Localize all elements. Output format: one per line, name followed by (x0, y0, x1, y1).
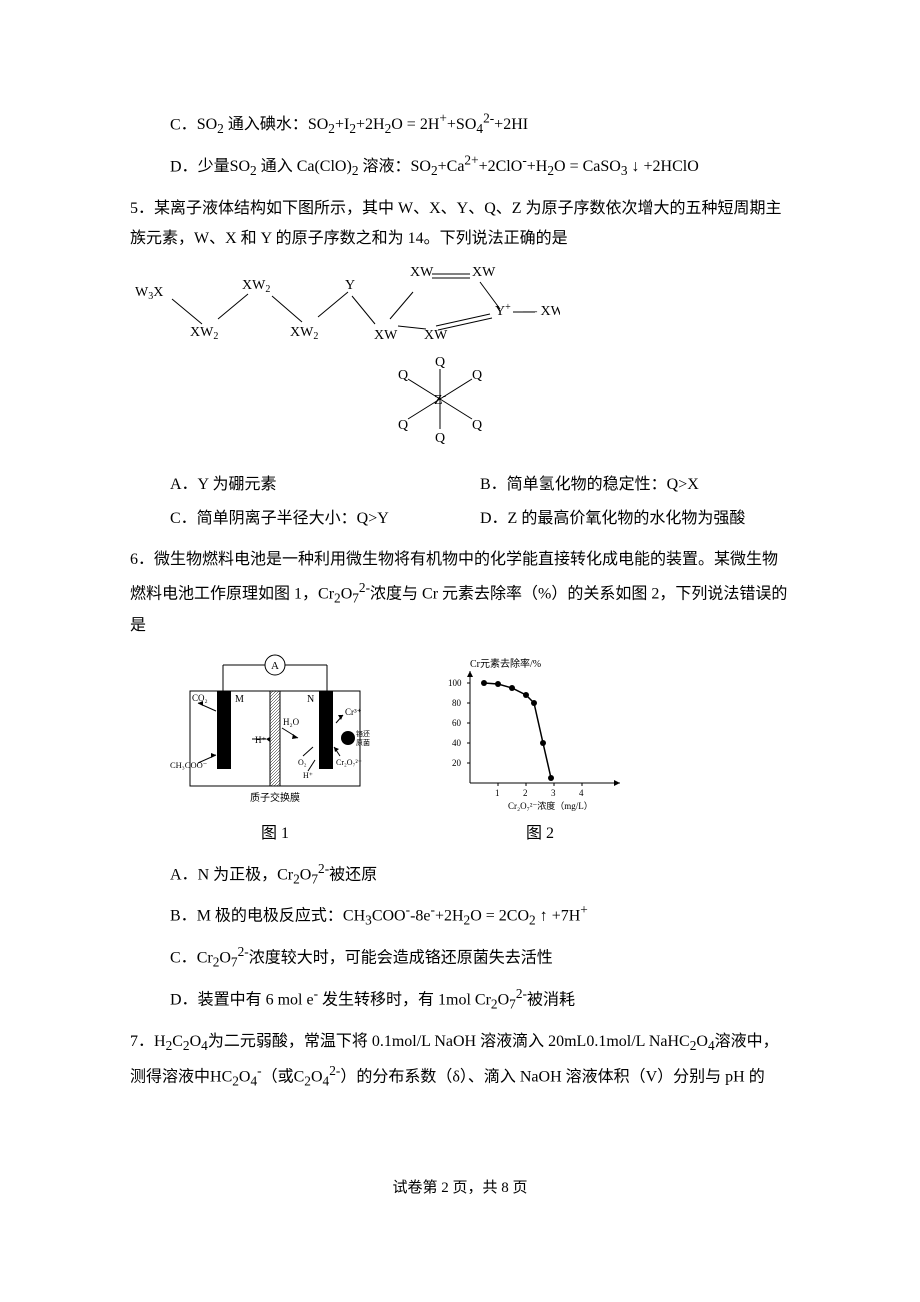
svg-text:2: 2 (523, 788, 528, 798)
label-h2o: H₂O (283, 717, 300, 727)
chart-line (484, 683, 551, 778)
option-label: D． (170, 158, 198, 175)
q6-option-c: C．Cr2O72-浓度较大时，可能会造成铬还原菌失去活性 (130, 939, 790, 975)
chart-title: Cr元素去除率/% (470, 657, 541, 670)
q5-option-d: D．Z 的最高价氧化物的水化物为强酸 (480, 504, 790, 534)
q5-text: 某离子液体结构如下图所示，其中 W、X、Y、Q、Z 为原子序数依次增大的五种短周… (130, 200, 782, 247)
molecule-label: — XW3 (522, 304, 560, 321)
bacteria-icon (341, 731, 355, 745)
molecule-label: W3X (135, 285, 163, 302)
label-n: N (307, 694, 314, 705)
molecule-label: XW2 (190, 325, 218, 342)
label-bacteria2: 原菌 (356, 738, 370, 747)
page-footer: 试卷第 2 页，共 8 页 (130, 1174, 790, 1203)
option-text: 少量SO2 通入 Ca(ClO)2 溶液：SO2+Ca2++2ClO-+H2O … (198, 158, 699, 175)
svg-text:100: 100 (448, 678, 462, 688)
svg-text:20: 20 (452, 758, 462, 768)
label-hplus: H⁺ (255, 735, 266, 745)
svg-text:80: 80 (452, 698, 462, 708)
molecule-label: Z- (434, 391, 446, 408)
q4-option-c: C．SO2 通入碘水：SO2+I2+2H2O = 2H++SO42-+2HI (130, 106, 790, 142)
q6-option-a: A．N 为正极，Cr2O72-被还原 (130, 856, 790, 892)
q5-options-row2: C．简单阴离子半径大小：Q>Y D．Z 的最高价氧化物的水化物为强酸 (130, 504, 790, 534)
q6-captions: 图 1 图 2 (170, 819, 790, 849)
label-co2: CO₂ (192, 693, 208, 703)
q4-option-d: D．少量SO2 通入 Ca(ClO)2 溶液：SO2+Ca2++2ClO-+H2… (130, 148, 790, 184)
molecule-diagram: W3X XW2 XW2 XW2 Y XW XW XW XW Y+ — XW3 (130, 254, 790, 465)
molecule-label: Q (472, 368, 482, 383)
svg-text:1: 1 (495, 788, 500, 798)
q7-stem-line1: 7．H2C2O4为二元弱酸，常温下将 0.1mol/L NaOH 溶液滴入 20… (130, 1027, 790, 1059)
svg-text:4: 4 (579, 788, 584, 798)
label-cr3: Cr³⁺ (345, 707, 362, 717)
q5: 5．某离子液体结构如下图所示，其中 W、X、Y、Q、Z 为原子序数依次增大的五种… (130, 194, 790, 535)
svg-text:40: 40 (452, 738, 462, 748)
q7-number: 7． (130, 1033, 154, 1050)
q5-option-b: B．简单氢化物的稳定性：Q>X (480, 470, 790, 500)
option-label: D． (170, 991, 198, 1008)
removal-chart: Cr元素去除率/% 20 40 60 80 100 1 2 3 4 Cr₂O₇²… (440, 653, 640, 813)
caption-fig2: 图 2 (440, 819, 640, 849)
fuelcell-diagram: A M N CO₂ CH₃COO⁻ (170, 653, 380, 813)
molecule-svg: W3X XW2 XW2 XW2 Y XW XW XW XW Y+ — XW3 (130, 254, 560, 454)
molecule-label: Q (398, 368, 408, 383)
q7: 7．H2C2O4为二元弱酸，常温下将 0.1mol/L NaOH 溶液滴入 20… (130, 1027, 790, 1094)
label-m: M (235, 694, 244, 705)
q6-option-b: B．M 极的电极反应式：CH3COO--8e-+2H2O = 2CO2 ↑ +7… (130, 897, 790, 933)
molecule-label: XW (374, 328, 398, 343)
q5-option-a: A．Y 为硼元素 (170, 470, 480, 500)
option-label: C． (170, 116, 197, 133)
q5-stem: 5．某离子液体结构如下图所示，其中 W、X、Y、Q、Z 为原子序数依次增大的五种… (130, 194, 790, 255)
molecule-label: Y+ (495, 302, 511, 319)
label-o2: O₂ (298, 758, 307, 767)
q4-options: C．SO2 通入碘水：SO2+I2+2H2O = 2H++SO42-+2HI D… (130, 106, 790, 184)
option-text: SO2 通入碘水：SO2+I2+2H2O = 2H++SO42-+2HI (197, 116, 528, 133)
molecule-label: Y (345, 278, 355, 293)
caption-fig1: 图 1 (170, 819, 380, 849)
q6: 6．微生物燃料电池是一种利用微生物将有机物中的化学能直接转化成电能的装置。某微生… (130, 545, 790, 1017)
molecule-label: XW (472, 265, 496, 280)
label-cr2o7: Cr₂O₇²⁻ (336, 758, 362, 767)
svg-text:60: 60 (452, 718, 462, 728)
q5-option-c: C．简单阴离子半径大小：Q>Y (170, 504, 480, 534)
molecule-label: XW (410, 265, 434, 280)
molecule-label: XW (424, 328, 448, 343)
label-membrane: 质子交换膜 (250, 791, 300, 804)
electrode-m (217, 691, 231, 769)
molecule-label: Q (472, 418, 482, 433)
q6-number: 6． (130, 551, 154, 568)
option-label: C． (170, 950, 197, 967)
ammeter-label: A (271, 660, 279, 672)
q6-stem: 6．微生物燃料电池是一种利用微生物将有机物中的化学能直接转化成电能的装置。某微生… (130, 545, 790, 642)
chart-xlabel: Cr₂O₇²⁻浓度（mg/L） (508, 800, 593, 811)
electrode-n (319, 691, 333, 769)
q6-diagrams: A M N CO₂ CH₃COO⁻ (170, 653, 790, 813)
q7-stem-line2: 测得溶液中HC2O4-（或C2O42-）的分布系数（δ）、滴入 NaOH 溶液体… (130, 1058, 790, 1094)
label-hplus2: H⁺ (303, 771, 313, 780)
q5-number: 5． (130, 200, 154, 217)
molecule-label: Q (398, 418, 408, 433)
svg-text:3: 3 (551, 788, 556, 798)
molecule-label: Q (435, 431, 445, 446)
label-ch3coo: CH₃COO⁻ (170, 760, 208, 770)
option-label: B． (170, 908, 197, 925)
option-label: A． (170, 866, 198, 883)
molecule-label: Q (435, 355, 445, 370)
molecule-label: XW2 (242, 278, 270, 295)
molecule-label: XW2 (290, 325, 318, 342)
q6-option-d: D．装置中有 6 mol e- 发生转移时，有 1mol Cr2O72-被消耗 (130, 981, 790, 1017)
q5-options-row1: A．Y 为硼元素 B．简单氢化物的稳定性：Q>X (130, 470, 790, 500)
label-bacteria1: 铬还 (356, 729, 370, 738)
